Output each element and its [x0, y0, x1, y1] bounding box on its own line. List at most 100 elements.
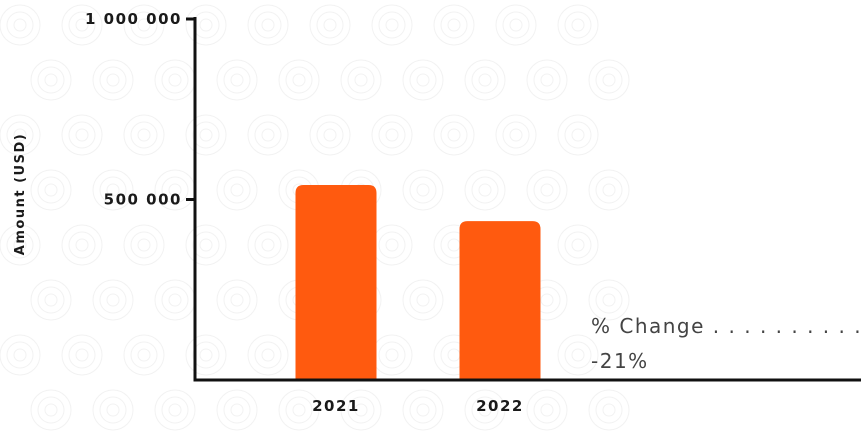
pattern-ring — [347, 66, 375, 94]
pattern-ring — [247, 224, 289, 266]
pattern-ring — [123, 334, 165, 376]
pattern-ring — [247, 4, 289, 46]
pattern-ring — [440, 11, 468, 39]
pattern-ring — [495, 4, 537, 46]
pattern-ring — [185, 4, 227, 46]
pattern-ring — [416, 183, 430, 197]
pattern-ring — [588, 59, 630, 101]
pattern-ring — [571, 128, 585, 142]
pattern-ring — [447, 348, 461, 362]
x-category-label: 2021 — [312, 397, 360, 415]
pattern-ring — [261, 348, 275, 362]
pattern-ring — [526, 389, 568, 431]
pattern-ring — [99, 66, 127, 94]
pattern-ring — [285, 396, 313, 424]
pattern-ring — [61, 224, 103, 266]
pattern-ring — [602, 293, 616, 307]
pattern-ring — [347, 396, 375, 424]
pattern-ring — [13, 128, 27, 142]
pattern-ring — [168, 73, 182, 87]
pattern-ring — [316, 121, 344, 149]
pattern-ring — [61, 4, 103, 46]
pattern-ring — [509, 18, 523, 32]
pattern-ring — [385, 238, 399, 252]
pattern-ring — [106, 73, 120, 87]
pattern-ring — [385, 348, 399, 362]
pattern-ring — [75, 18, 89, 32]
pattern-ring — [292, 403, 306, 417]
pattern-ring — [278, 59, 320, 101]
pattern-ring — [137, 238, 151, 252]
pattern-ring — [199, 348, 213, 362]
pattern-ring — [199, 18, 213, 32]
pattern-ring — [247, 114, 289, 156]
pattern-ring — [340, 389, 382, 431]
pattern-ring — [440, 121, 468, 149]
pattern-ring — [199, 238, 213, 252]
pattern-ring — [595, 176, 623, 204]
pattern-ring — [323, 18, 337, 32]
percent-change-leader: . . . . . . . . . . . . . . — [713, 314, 861, 338]
pattern-ring — [402, 279, 444, 321]
pattern-ring — [37, 66, 65, 94]
pattern-ring — [37, 396, 65, 424]
pattern-ring — [502, 11, 530, 39]
pattern-ring — [68, 121, 96, 149]
pattern-ring — [595, 286, 623, 314]
pattern-ring — [123, 114, 165, 156]
pattern-ring — [371, 224, 413, 266]
pattern-ring — [588, 169, 630, 211]
pattern-ring — [402, 169, 444, 211]
pattern-ring — [323, 128, 337, 142]
pattern-ring — [254, 121, 282, 149]
pattern-ring — [185, 114, 227, 156]
pattern-ring — [185, 334, 227, 376]
pattern-ring — [533, 176, 561, 204]
pattern-ring — [223, 176, 251, 204]
pattern-ring — [557, 4, 599, 46]
pattern-ring — [154, 59, 196, 101]
pattern-ring — [130, 231, 158, 259]
pattern-ring — [6, 121, 34, 149]
pattern-ring — [595, 396, 623, 424]
pattern-ring — [464, 389, 506, 431]
pattern-ring — [106, 183, 120, 197]
pattern-ring — [75, 348, 89, 362]
pattern-ring — [478, 73, 492, 87]
pattern-ring — [199, 128, 213, 142]
pattern-ring — [526, 169, 568, 211]
pattern-ring — [0, 334, 41, 376]
pattern-ring — [402, 389, 444, 431]
pattern-ring — [230, 183, 244, 197]
pattern-ring — [99, 286, 127, 314]
pattern-ring — [37, 286, 65, 314]
pattern-ring — [354, 73, 368, 87]
pattern-ring — [371, 4, 413, 46]
pattern-ring — [192, 231, 220, 259]
pattern-ring — [13, 348, 27, 362]
pattern-ring — [526, 59, 568, 101]
bars-group — [295, 185, 541, 380]
pattern-ring — [309, 114, 351, 156]
pattern-ring — [540, 183, 554, 197]
pattern-ring — [409, 286, 437, 314]
pattern-ring — [192, 11, 220, 39]
pattern-ring — [464, 59, 506, 101]
pattern-ring — [44, 403, 58, 417]
pattern-ring — [68, 341, 96, 369]
pattern-ring — [502, 121, 530, 149]
pattern-ring — [161, 66, 189, 94]
pattern-ring — [216, 59, 258, 101]
pattern-ring — [261, 238, 275, 252]
percent-change-title: % Change — [591, 314, 705, 338]
y-tick-label: 500 000 — [104, 191, 182, 209]
pattern-ring — [316, 11, 344, 39]
pattern-ring — [564, 11, 592, 39]
pattern-ring — [309, 4, 351, 46]
pattern-ring — [30, 279, 72, 321]
pattern-ring — [533, 66, 561, 94]
pattern-ring — [340, 59, 382, 101]
pattern-ring — [185, 224, 227, 266]
pattern-ring — [123, 224, 165, 266]
pattern-ring — [44, 73, 58, 87]
